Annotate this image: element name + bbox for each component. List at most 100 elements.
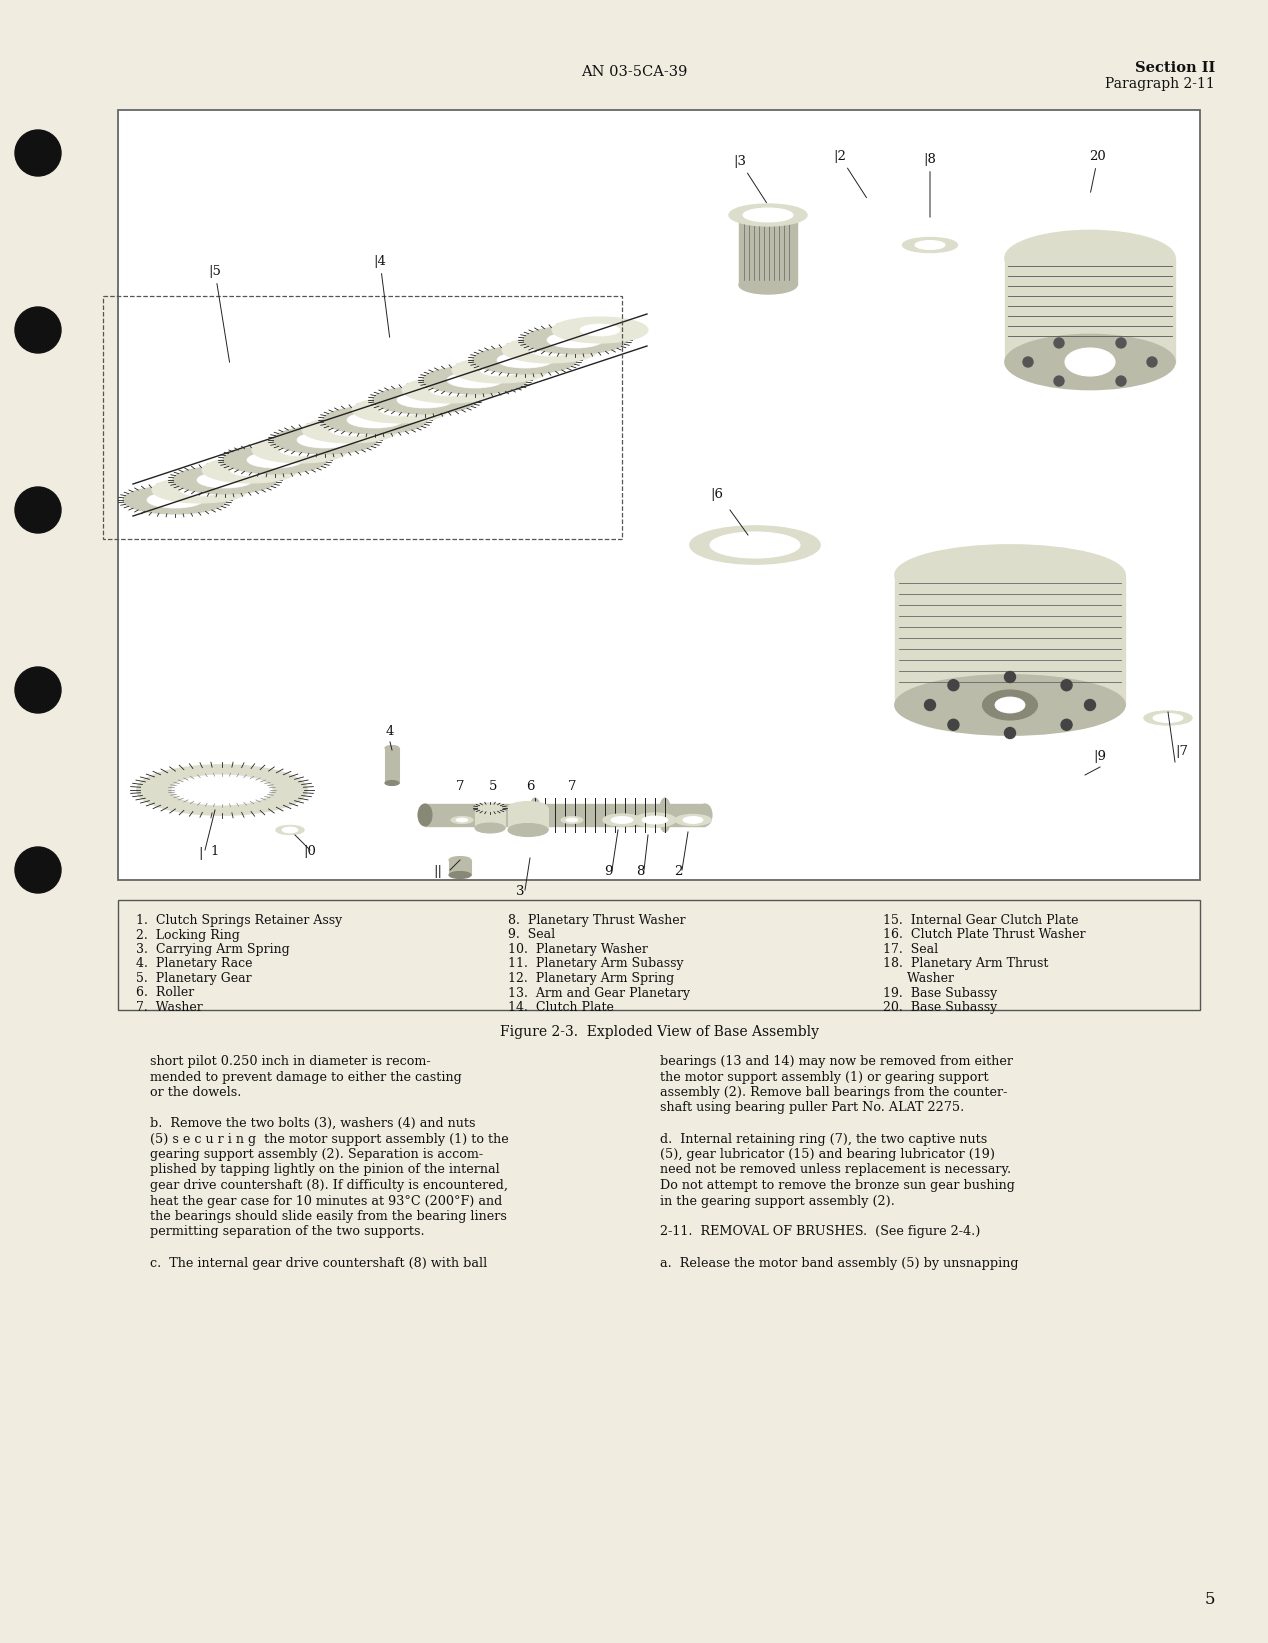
Circle shape <box>1061 720 1071 729</box>
Text: the motor support assembly (1) or gearing support: the motor support assembly (1) or gearin… <box>661 1071 989 1083</box>
Ellipse shape <box>497 352 553 368</box>
Circle shape <box>924 700 936 710</box>
Ellipse shape <box>895 675 1125 734</box>
Text: 2: 2 <box>673 864 682 877</box>
Circle shape <box>1023 357 1033 366</box>
Text: permitting separation of the two supports.: permitting separation of the two support… <box>150 1226 425 1239</box>
Text: 17.  Seal: 17. Seal <box>883 943 938 956</box>
Circle shape <box>15 667 61 713</box>
Text: ||: || <box>434 864 443 877</box>
Ellipse shape <box>552 317 648 343</box>
Ellipse shape <box>385 746 399 751</box>
Ellipse shape <box>529 798 541 831</box>
Circle shape <box>1004 728 1016 738</box>
Ellipse shape <box>683 817 702 823</box>
Text: 1: 1 <box>210 845 218 858</box>
Text: 14.  Clutch Plate: 14. Clutch Plate <box>508 1001 614 1014</box>
Ellipse shape <box>385 780 399 785</box>
Text: Section II: Section II <box>1135 61 1215 76</box>
Ellipse shape <box>530 343 571 357</box>
Bar <box>118 900 1200 1010</box>
Ellipse shape <box>522 325 626 353</box>
Text: 6.  Roller: 6. Roller <box>136 986 194 999</box>
Text: mended to prevent damage to either the casting: mended to prevent damage to either the c… <box>150 1071 462 1083</box>
Ellipse shape <box>276 825 304 835</box>
Ellipse shape <box>739 276 798 294</box>
Ellipse shape <box>710 532 800 559</box>
Bar <box>739 215 798 284</box>
Ellipse shape <box>634 813 676 826</box>
Ellipse shape <box>566 818 578 822</box>
Ellipse shape <box>560 817 583 823</box>
Ellipse shape <box>611 817 633 823</box>
Text: c.  The internal gear drive countershaft (8) with ball: c. The internal gear drive countershaft … <box>150 1257 487 1270</box>
Text: shaft using bearing puller Part No. ALAT 2275.: shaft using bearing puller Part No. ALAT… <box>661 1101 964 1114</box>
Text: 19.  Base Subassy: 19. Base Subassy <box>883 986 997 999</box>
Ellipse shape <box>995 697 1025 713</box>
Ellipse shape <box>481 365 520 376</box>
Ellipse shape <box>476 803 505 813</box>
Text: 16.  Clutch Plate Thrust Washer: 16. Clutch Plate Thrust Washer <box>883 928 1085 941</box>
Ellipse shape <box>456 818 468 822</box>
Ellipse shape <box>402 376 498 403</box>
Bar <box>895 575 1125 705</box>
Ellipse shape <box>172 775 273 805</box>
Ellipse shape <box>230 463 270 476</box>
Ellipse shape <box>172 467 276 495</box>
Ellipse shape <box>448 371 503 388</box>
Circle shape <box>1116 376 1126 386</box>
Circle shape <box>948 720 959 729</box>
Text: gear drive countershaft (8). If difficulty is encountered,: gear drive countershaft (8). If difficul… <box>150 1180 508 1193</box>
Text: Figure 2-3.  Exploded View of Base Assembly: Figure 2-3. Exploded View of Base Assemb… <box>500 1025 819 1038</box>
Text: bearings (13 and 14) may now be removed from either: bearings (13 and 14) may now be removed … <box>661 1055 1013 1068</box>
Ellipse shape <box>903 238 957 253</box>
Ellipse shape <box>418 803 432 826</box>
Ellipse shape <box>508 802 548 815</box>
Text: short pilot 0.250 inch in diameter is recom-: short pilot 0.250 inch in diameter is re… <box>150 1055 431 1068</box>
Text: 15.  Internal Gear Clutch Plate: 15. Internal Gear Clutch Plate <box>883 914 1079 927</box>
Bar <box>508 808 548 830</box>
Circle shape <box>1084 700 1096 710</box>
Circle shape <box>1116 338 1126 348</box>
Bar <box>103 296 623 539</box>
Text: 4.  Planetary Race: 4. Planetary Race <box>136 958 252 971</box>
Text: or the dowels.: or the dowels. <box>150 1086 241 1099</box>
Ellipse shape <box>449 856 470 864</box>
Text: gearing support assembly (2). Separation is accom-: gearing support assembly (2). Separation… <box>150 1148 483 1162</box>
Ellipse shape <box>449 871 470 879</box>
Text: 12.  Planetary Arm Spring: 12. Planetary Arm Spring <box>508 973 675 986</box>
Ellipse shape <box>451 817 473 823</box>
Text: 8: 8 <box>635 864 644 877</box>
Bar <box>425 803 705 826</box>
Text: heat the gear case for 10 minutes at 93°C (200°F) and: heat the gear case for 10 minutes at 93°… <box>150 1194 502 1208</box>
Text: d.  Internal retaining ring (7), the two captive nuts: d. Internal retaining ring (7), the two … <box>661 1132 988 1145</box>
Text: assembly (2). Remove ball bearings from the counter-: assembly (2). Remove ball bearings from … <box>661 1086 1007 1099</box>
Circle shape <box>1004 672 1016 682</box>
Text: |7: |7 <box>1175 744 1188 757</box>
Text: 3.  Carrying Arm Spring: 3. Carrying Arm Spring <box>136 943 290 956</box>
Ellipse shape <box>579 324 620 337</box>
Ellipse shape <box>373 386 477 414</box>
Ellipse shape <box>273 426 377 453</box>
Text: in the gearing support assembly (2).: in the gearing support assembly (2). <box>661 1194 895 1208</box>
Ellipse shape <box>1065 348 1115 376</box>
Text: |4: |4 <box>374 255 389 337</box>
Ellipse shape <box>137 766 307 815</box>
Ellipse shape <box>476 823 505 833</box>
Text: plished by tapping lightly on the pinion of the internal: plished by tapping lightly on the pinion… <box>150 1163 500 1176</box>
Ellipse shape <box>397 393 453 407</box>
Text: 4: 4 <box>385 725 394 738</box>
Ellipse shape <box>297 432 353 449</box>
Ellipse shape <box>729 204 806 227</box>
Ellipse shape <box>281 826 298 833</box>
Ellipse shape <box>547 332 604 348</box>
Text: |2: |2 <box>833 150 866 197</box>
Text: 2.  Locking Ring: 2. Locking Ring <box>136 928 240 941</box>
Circle shape <box>15 130 61 176</box>
Text: 7: 7 <box>455 780 464 794</box>
Bar <box>476 808 505 828</box>
Text: 7: 7 <box>568 780 576 794</box>
Circle shape <box>1148 357 1156 366</box>
Ellipse shape <box>252 437 347 463</box>
Text: need not be removed unless replacement is necessary.: need not be removed unless replacement i… <box>661 1163 1011 1176</box>
